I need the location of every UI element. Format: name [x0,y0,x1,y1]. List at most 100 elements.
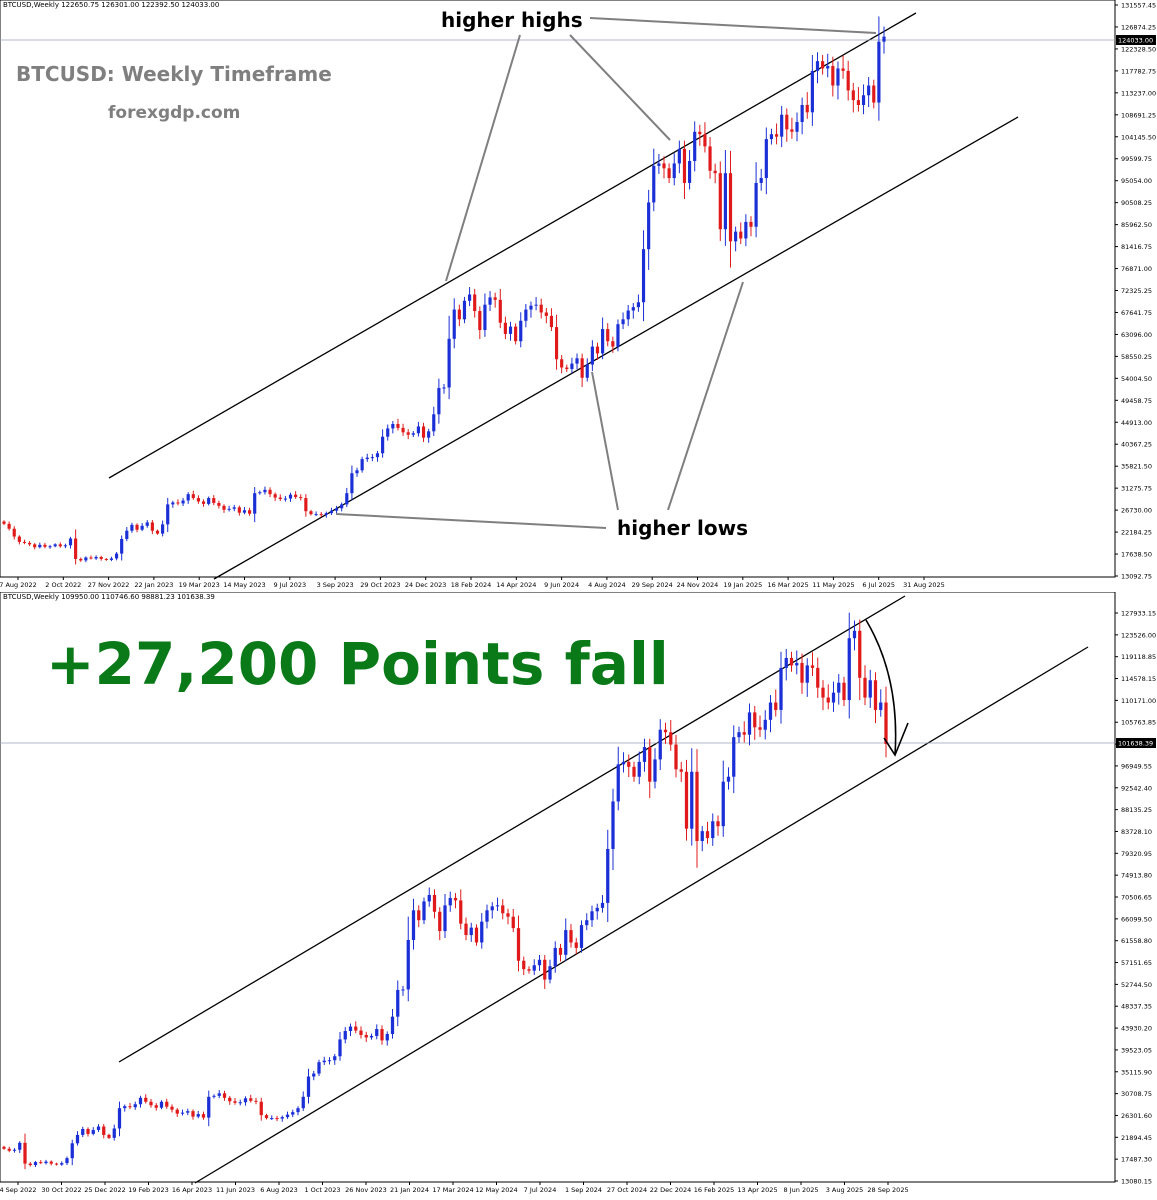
candle-body [364,1034,368,1038]
y-tick-label: 39523.05 [1121,1046,1152,1054]
candle-body [228,1097,232,1102]
candle-body [243,1098,248,1103]
candle-body [774,134,779,137]
candle-body [232,507,236,509]
candle-body [242,510,247,513]
y-tick-label: 30708.75 [1121,1090,1152,1098]
x-tick-label: 4 Sep 2022 [0,1186,37,1194]
candle-body [459,900,463,924]
candle-body [285,1114,290,1118]
y-tick-label: 57151.65 [1121,959,1152,967]
candle-body [841,68,845,71]
candle-body [657,163,661,166]
candle-body [503,322,507,334]
candle-body [747,712,752,735]
x-tick-label: 24 Dec 2023 [405,581,447,589]
candle-body [821,687,825,698]
fall-arrow-head [883,722,909,757]
candle-body [91,1129,95,1134]
candle-body [590,346,594,365]
candle-body [130,524,134,531]
candle-body [65,1158,69,1164]
y-tick-label: 26730.00 [1121,507,1152,515]
candle-body [291,1112,295,1115]
candle-body [621,761,626,765]
site-watermark: forexgdp.com [108,103,241,123]
y-tick-label: 58550.25 [1121,353,1152,361]
candle-body [695,771,699,842]
candle-body [17,536,21,542]
candle-body [529,305,533,310]
y-tick-label: 76871.00 [1121,265,1152,273]
candle-body [104,558,108,560]
candle-body [631,307,635,311]
candle-body [390,1016,395,1034]
candle-body [641,249,646,303]
candle-body [253,493,257,514]
y-tick-label: 22184.25 [1121,529,1152,537]
candle-body [554,327,559,360]
candle-body [805,665,809,683]
current-price-box [1116,738,1156,748]
candle-body [207,1096,211,1118]
candle-body [327,1060,332,1062]
x-tick-label: 7 Aug 2022 [0,581,37,589]
candle-body [12,1149,17,1151]
y-tick-label: 83728.10 [1121,828,1152,836]
candle-body [718,173,722,230]
candle-body [684,771,689,829]
candle-body [411,433,415,435]
y-tick-label: 35115.90 [1121,1068,1152,1076]
candle-body [569,930,573,943]
y-tick-label: 49458.75 [1121,397,1152,405]
candle-body [288,494,293,499]
candle-body [464,923,468,936]
x-tick-label: 16 Feb 2025 [694,1186,734,1194]
candle-body [863,677,867,698]
candle-body [543,959,547,980]
candle-body [191,1111,195,1117]
y-tick-label: 122328.50 [1121,45,1156,53]
candle-body [516,928,521,961]
candle-body [355,470,359,474]
plot-frame [0,592,1116,1183]
higher-lows-label: higher lows [617,516,749,540]
candle-body [800,104,804,123]
candle-body [700,831,704,842]
candle-body [711,821,715,839]
candle-body [558,947,563,955]
candle-body [317,1062,321,1074]
candle-body [319,514,323,516]
x-tick-label: 27 Oct 2024 [607,1186,647,1194]
y-tick-label: 17487.30 [1121,1156,1152,1164]
candle-body [109,558,114,560]
candle-body [877,41,881,103]
candle-body [789,657,794,666]
candle-body [201,501,206,504]
candle-body [417,910,421,921]
candle-body [391,424,395,429]
candle-body [432,894,437,912]
x-tick-label: 16 Apr 2023 [172,1186,212,1194]
points-fall-headline: +27,200 Points fall [46,630,669,698]
candle-body [324,513,328,515]
candle-body [44,1161,48,1164]
y-tick-label: 13080.15 [1121,1178,1152,1186]
candle-body [270,1118,274,1120]
candle-body [579,925,584,948]
candle-body [837,682,841,693]
candle-body [805,104,809,113]
x-tick-label: 16 Mar 2025 [767,581,808,589]
candle-body [758,727,762,730]
candle-body [842,682,846,701]
candle-body [60,1163,64,1165]
y-tick-label: 67641.75 [1121,309,1152,317]
annotation-pointer-line [667,281,744,511]
candle-body [107,1134,111,1138]
candle-body [161,524,165,534]
candle-body [149,1101,153,1106]
higher-highs-label: higher highs [441,8,583,32]
candle-body [687,161,692,183]
candle-body [166,504,170,525]
candle-body [48,546,52,548]
